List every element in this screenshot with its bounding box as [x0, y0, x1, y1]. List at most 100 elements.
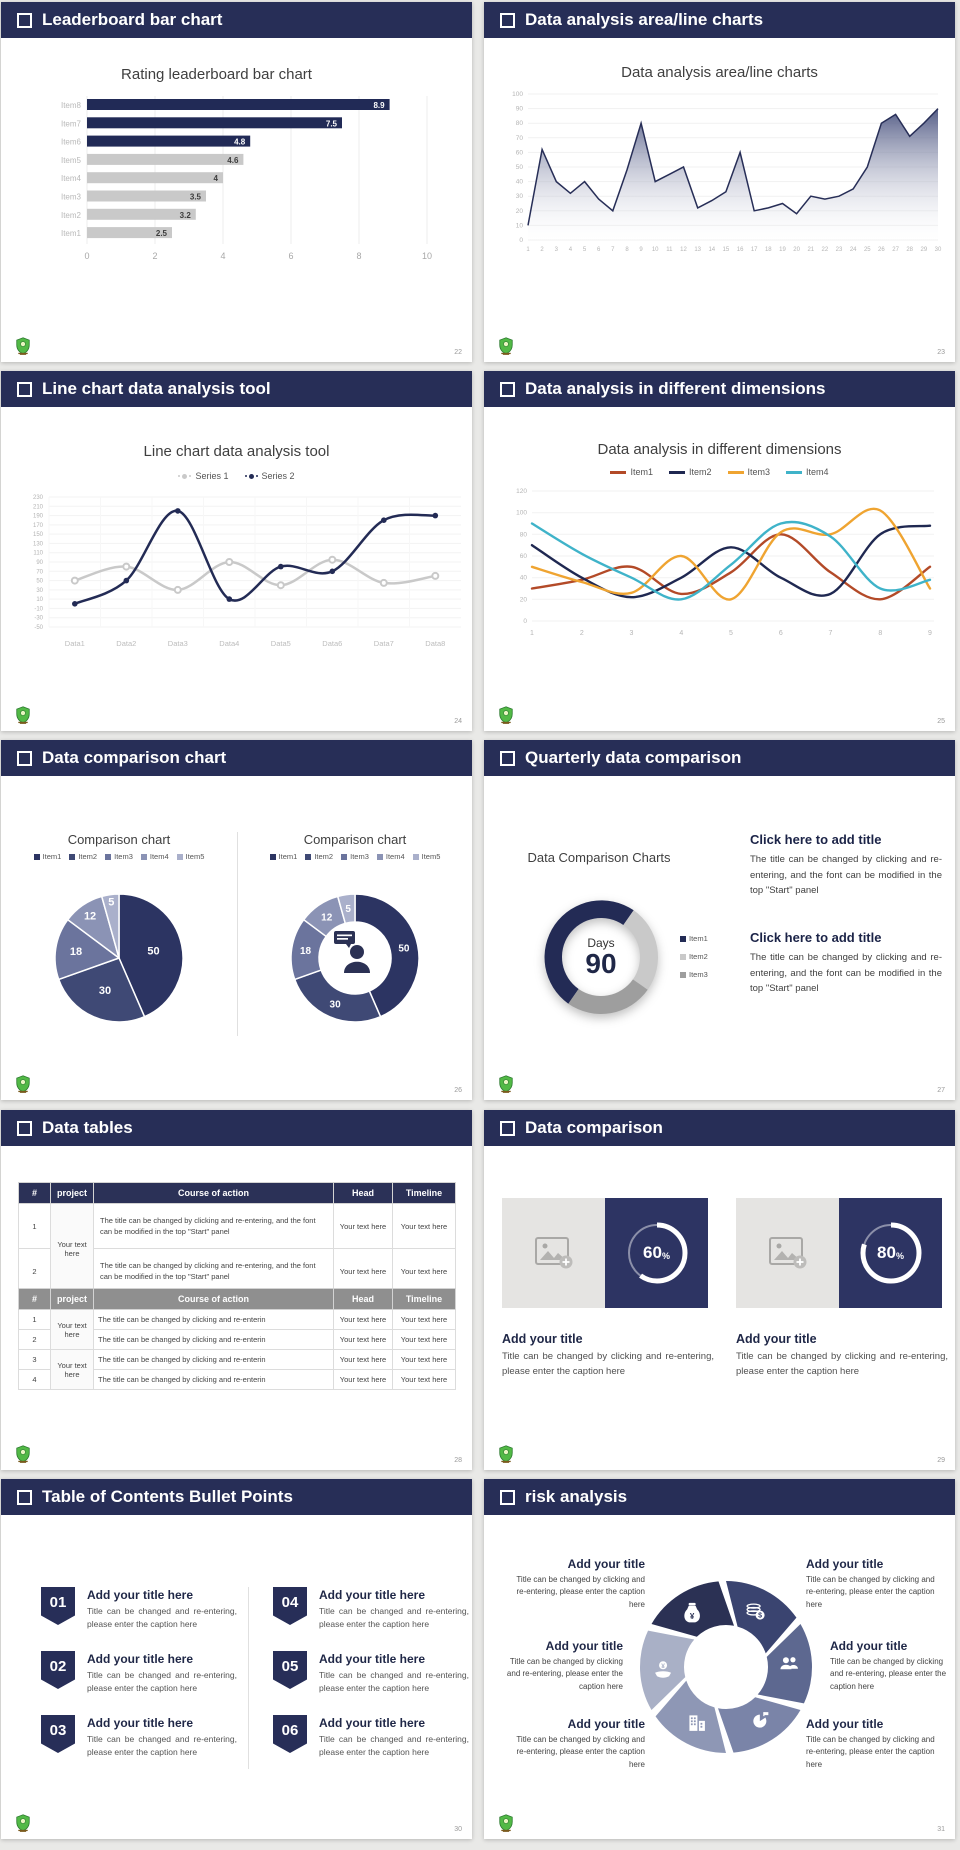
square-bullet-icon: [500, 750, 515, 766]
slide-title: Leaderboard bar chart: [42, 10, 223, 29]
svg-text:30: 30: [330, 999, 342, 1010]
slide-data-tables[interactable]: Data tables # project Course of action Head…: [1, 1110, 472, 1470]
text-block-title: Click here to add title: [750, 832, 882, 847]
pinwheel-diagram: ¥ $ ¥: [639, 1581, 813, 1753]
risk-item-title: Add your title: [830, 1639, 908, 1653]
svg-text:170: 170: [33, 523, 44, 529]
table-row: 2 The title can be changed by clicking an…: [18, 1329, 456, 1350]
slide-risk-analysis[interactable]: risk analysis ¥ $ ¥ Add your title Title ca…: [484, 1479, 955, 1839]
legend-swatch: [727, 470, 744, 474]
coins-icon: $: [746, 1603, 765, 1620]
svg-text:0: 0: [84, 251, 89, 261]
legend-item: Series 1: [178, 471, 229, 481]
slide-dimensions-line-chart[interactable]: Data analysis in different dimensions Da…: [484, 371, 955, 731]
slide-header-bar: Leaderboard bar chart: [1, 2, 472, 38]
table-header-cell: Timeline: [392, 1288, 456, 1310]
table-row: 4 The title can be changed by clicking an…: [18, 1369, 456, 1390]
svg-text:4.6: 4.6: [227, 156, 239, 165]
risk-item-title: Add your title: [545, 1639, 623, 1653]
svg-text:Data2: Data2: [116, 639, 136, 648]
risk-item-title: Add your title: [567, 1557, 645, 1571]
table-cell: Your text here: [392, 1369, 456, 1390]
toc-number-badge: 03: [41, 1715, 75, 1753]
svg-text:20: 20: [520, 596, 528, 603]
slide-quarterly-comparison[interactable]: Quarterly data comparison Data Compariso…: [484, 740, 955, 1100]
svg-text:Data1: Data1: [65, 639, 85, 648]
svg-text:2: 2: [580, 630, 584, 637]
svg-text:7: 7: [829, 630, 833, 637]
svg-text:60: 60: [516, 149, 524, 156]
table-row: 1 Your text here The title can be changed …: [18, 1309, 456, 1350]
page-number: 24: [454, 718, 462, 725]
svg-text:30: 30: [516, 193, 524, 200]
risk-item: Add your title Title can be changed by cl…: [515, 1717, 645, 1771]
svg-text:9: 9: [928, 630, 932, 637]
svg-text:2: 2: [540, 247, 544, 253]
pie-chart-icon: [753, 1712, 769, 1728]
svg-text:¥: ¥: [661, 1663, 665, 1670]
text-block-title: Click here to add title: [750, 930, 882, 945]
square-bullet-icon: [17, 1489, 32, 1505]
slide-line-chart-tool[interactable]: Line chart data analysis tool Line chart…: [1, 371, 472, 731]
card-title: Add your title: [736, 1332, 817, 1346]
legend-item: Item1: [269, 852, 297, 861]
table-cell: Your text here: [50, 1309, 94, 1350]
svg-text:12: 12: [84, 910, 96, 922]
toc-item-title: Add your title here: [87, 1716, 194, 1730]
school-logo-icon: [499, 337, 513, 355]
toc-item-title: Add your title here: [319, 1716, 426, 1730]
svg-text:5: 5: [583, 247, 587, 253]
page-number: 26: [454, 1087, 462, 1094]
svg-text:Item6: Item6: [61, 138, 82, 147]
donut-chart: 50 30 18 12 5: [290, 893, 420, 1023]
svg-text:60: 60: [520, 553, 528, 560]
square-bullet-icon: [500, 1489, 515, 1505]
progress-ring-80: [860, 1222, 921, 1284]
risk-item-caption: Title can be changed by clicking and re-…: [806, 1575, 935, 1609]
toc-number-badge: 05: [273, 1651, 307, 1689]
progress-panel: 60%: [605, 1198, 708, 1308]
slide-header-bar: Line chart data analysis tool: [1, 371, 472, 407]
table-header-cell: Course of action: [93, 1288, 334, 1310]
legend-swatch: [680, 953, 686, 960]
page-number: 25: [937, 718, 945, 725]
slide-header-bar: risk analysis: [484, 1479, 955, 1515]
svg-text:Item4: Item4: [61, 174, 82, 183]
svg-text:80: 80: [516, 120, 524, 127]
legend-item: Item2: [305, 852, 333, 861]
legend-swatch: [140, 853, 147, 860]
chart-legend: Item1 Item2 Item3 Item4: [484, 467, 955, 477]
svg-text:4.8: 4.8: [234, 138, 246, 147]
svg-text:90: 90: [36, 560, 43, 566]
gauge-center-value: 90: [585, 948, 617, 979]
toc-item-caption: Title can be changed and re-entering, pl…: [87, 1606, 237, 1629]
toc-number-badge: 06: [273, 1715, 307, 1753]
table-cell: Your text here: [392, 1248, 456, 1294]
legend-item: Item5: [412, 852, 440, 861]
table-header-cell: #: [18, 1288, 51, 1310]
slide-toc-bullets[interactable]: Table of Contents Bullet Points 01 Add yo…: [1, 1479, 472, 1839]
gauge-center: Days 90: [536, 892, 666, 1022]
chart-title: Data analysis area/line charts: [621, 64, 818, 81]
svg-text:6: 6: [288, 251, 293, 261]
slide-title: Line chart data analysis tool: [42, 379, 271, 398]
slide-area-line-charts[interactable]: Data analysis area/line charts Data anal…: [484, 2, 955, 362]
svg-text:10: 10: [652, 247, 659, 253]
table-cell: Your text here: [333, 1203, 393, 1249]
slide-leaderboard-bar-chart[interactable]: Leaderboard bar chart Rating leaderboard…: [1, 2, 472, 362]
svg-text:Data5: Data5: [271, 639, 291, 648]
table-header-cell: project: [50, 1288, 94, 1310]
chart-title: Rating leaderboard bar chart: [121, 66, 312, 83]
svg-text:11: 11: [666, 247, 673, 253]
svg-text:70: 70: [36, 569, 43, 575]
legend-swatch: [680, 935, 686, 942]
svg-text:130: 130: [33, 541, 44, 547]
svg-text:6: 6: [597, 247, 601, 253]
legend-item: Item1: [680, 934, 708, 943]
slide-data-comparison-cards[interactable]: Data comparison 60% Add your title Title…: [484, 1110, 955, 1470]
svg-text:100: 100: [516, 510, 527, 517]
svg-text:17: 17: [751, 247, 758, 253]
table-cell: 1: [18, 1203, 51, 1249]
slide-data-comparison-chart[interactable]: Data comparison chart Comparison chart C…: [1, 740, 472, 1100]
